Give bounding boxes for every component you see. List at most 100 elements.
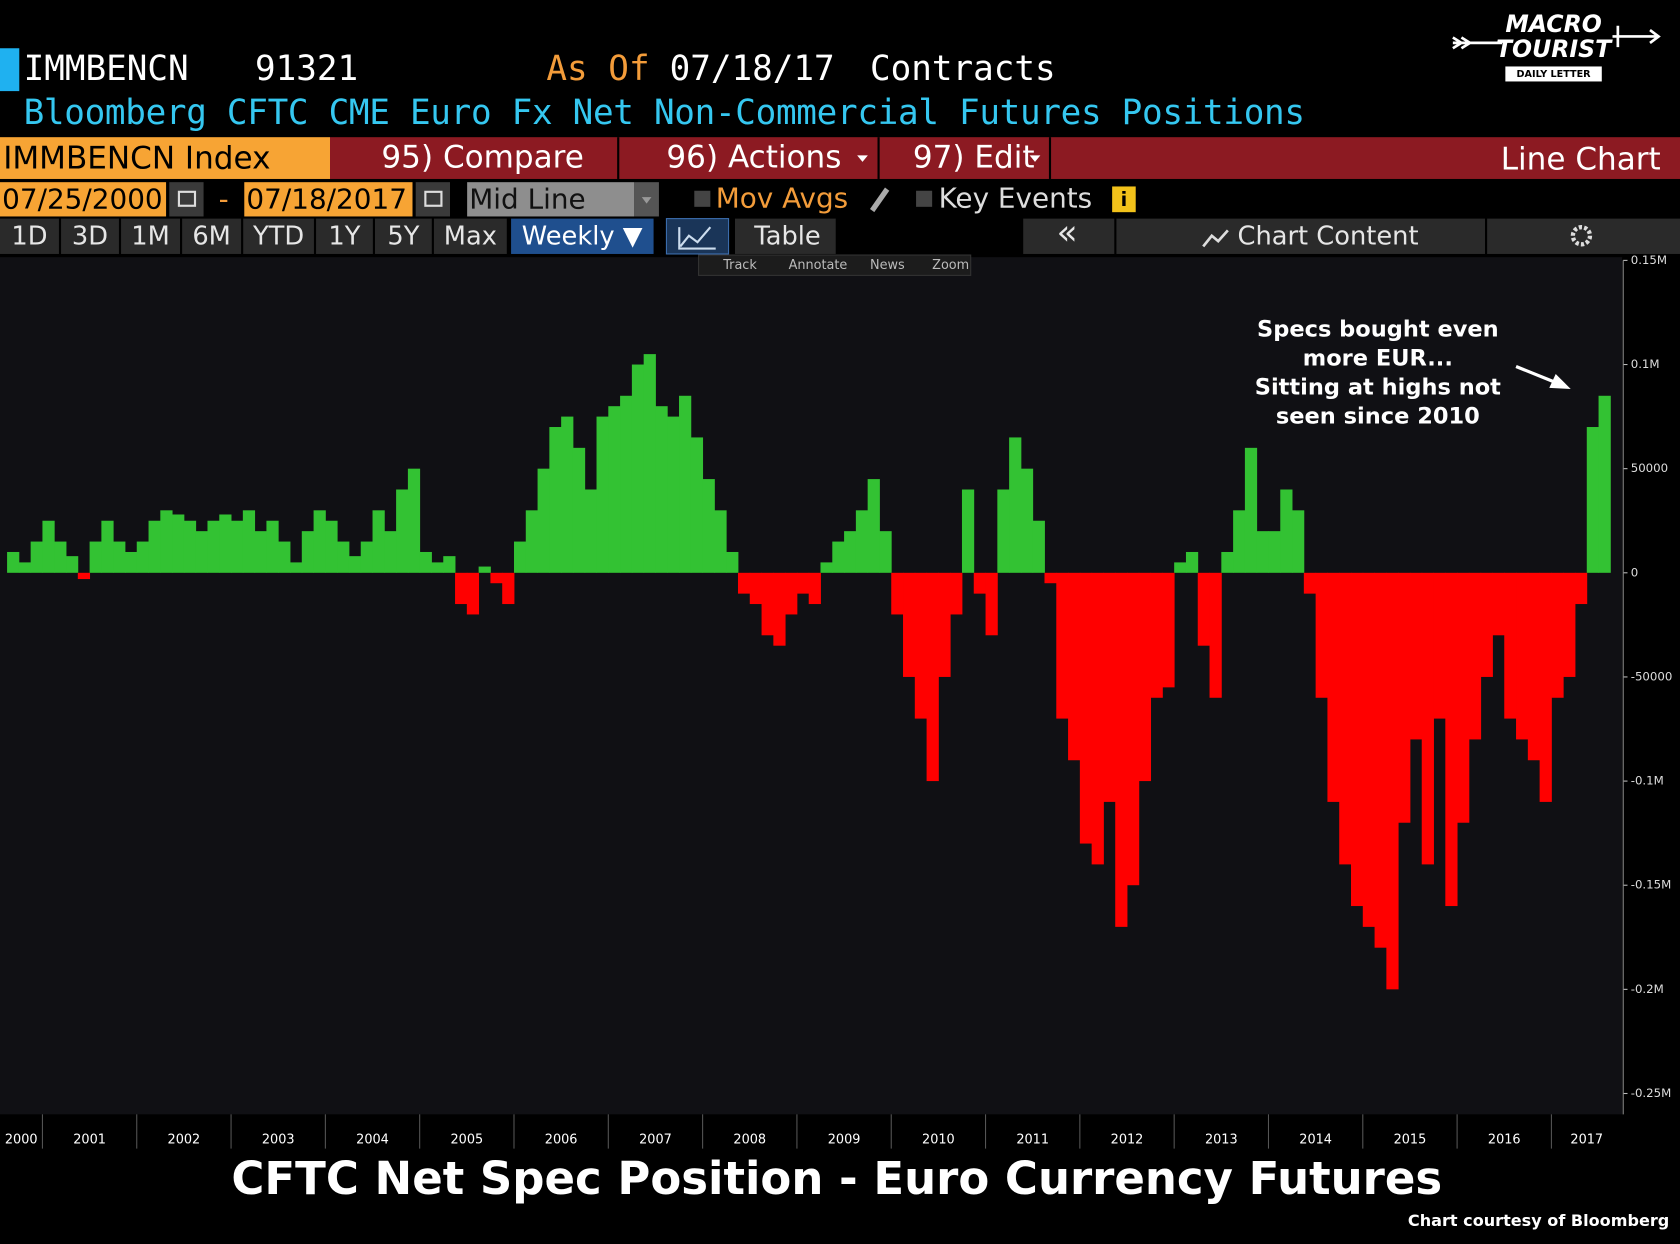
- bar: [30, 541, 43, 573]
- info-icon[interactable]: [1112, 186, 1136, 213]
- bar: [490, 572, 503, 584]
- range-label: 1Y: [328, 221, 360, 251]
- bar: [136, 541, 149, 573]
- tool[interactable]: News: [870, 258, 905, 273]
- bar: [1480, 572, 1493, 677]
- bar: [1551, 572, 1564, 698]
- x-tick-label: 2014: [1299, 1133, 1332, 1148]
- tool[interactable]: Zoom: [932, 258, 969, 273]
- bar: [690, 437, 704, 573]
- security-box[interactable]: [0, 137, 330, 179]
- x-tick-label: 2005: [450, 1133, 483, 1148]
- bar: [844, 531, 857, 573]
- range-button[interactable]: [121, 218, 180, 254]
- end-date-box[interactable]: [244, 182, 413, 217]
- logo-line1: MACRO: [1505, 10, 1601, 38]
- gear-icon: [1570, 225, 1593, 247]
- chart-content-button[interactable]: [1116, 218, 1485, 254]
- y-tick-label: -0.15M: [1631, 878, 1672, 892]
- back: «: [1057, 213, 1078, 253]
- bar: [655, 406, 668, 573]
- range-button[interactable]: [0, 218, 59, 254]
- tool[interactable]: Annotate: [789, 258, 848, 273]
- bar: [796, 572, 810, 594]
- bar: [1268, 531, 1281, 573]
- tool-strip: [698, 254, 972, 276]
- bar: [384, 531, 397, 573]
- bar: [360, 541, 373, 573]
- bar: [1103, 572, 1116, 802]
- bar: [1009, 437, 1022, 573]
- bar: [1516, 572, 1529, 740]
- table-button[interactable]: [735, 218, 836, 254]
- bar: [42, 520, 55, 573]
- back-button[interactable]: [1023, 218, 1115, 254]
- bar: [18, 562, 32, 573]
- bar: [914, 572, 928, 719]
- checkbox[interactable]: [916, 190, 933, 207]
- date-separator: -: [219, 182, 229, 215]
- bar: [631, 364, 645, 573]
- chart-content: Chart Content: [1238, 221, 1419, 251]
- bar: [431, 562, 444, 573]
- y-tick-label: 50000: [1631, 461, 1668, 475]
- bar: [702, 479, 715, 573]
- menu-actions[interactable]: 96) Actions: [666, 140, 841, 176]
- y-tick-label: 0.1M: [1631, 357, 1660, 371]
- bar: [950, 572, 963, 615]
- range-button[interactable]: [61, 218, 119, 254]
- bar: [726, 551, 739, 573]
- tagline-box: [1505, 66, 1602, 82]
- range-button[interactable]: [243, 218, 314, 254]
- bar: [1079, 572, 1093, 844]
- bar: [1197, 572, 1210, 646]
- bar: [584, 489, 597, 573]
- start-date-box[interactable]: [0, 182, 167, 217]
- bar: [1468, 572, 1482, 740]
- range-label: 6M: [192, 221, 231, 251]
- chart-title: CFTC Net Spec Position - Euro Currency F…: [231, 1152, 1442, 1205]
- bar: [1221, 551, 1234, 573]
- frequency: Weekly ▼: [522, 221, 643, 251]
- bar: [1433, 572, 1446, 719]
- bar: [596, 416, 609, 573]
- bar: [973, 572, 986, 594]
- bar: [749, 572, 762, 605]
- menu-edit[interactable]: 97) Edit: [913, 140, 1035, 176]
- calendar-icon[interactable]: [415, 182, 450, 217]
- range-button[interactable]: [433, 218, 507, 254]
- bar: [737, 572, 751, 594]
- x-tick-label: 2000: [5, 1133, 38, 1148]
- bar: [195, 531, 208, 573]
- calendar-glyph: [424, 190, 443, 207]
- bar: [926, 572, 939, 782]
- checkbox[interactable]: [694, 190, 711, 207]
- tool[interactable]: Track: [722, 258, 757, 273]
- tools: Track Annotate News Zoom: [722, 258, 969, 273]
- description: Bloomberg CFTC CME Euro Fx Net Non-Comme…: [24, 93, 1305, 133]
- x-tick-label: 2016: [1488, 1133, 1521, 1148]
- bar: [1362, 572, 1376, 927]
- range-button[interactable]: [375, 218, 432, 254]
- bar: [1044, 572, 1057, 584]
- bar: [301, 531, 315, 573]
- bar: [785, 572, 798, 615]
- calendar-icon[interactable]: [169, 182, 204, 217]
- bar: [985, 572, 998, 636]
- bar: [620, 395, 633, 573]
- bar: [372, 510, 385, 573]
- line-mode-box[interactable]: [467, 182, 635, 217]
- bar: [1339, 572, 1352, 865]
- range-button[interactable]: [182, 218, 242, 254]
- bar: [407, 468, 421, 573]
- pencil-icon[interactable]: [870, 187, 890, 213]
- bar: [1115, 572, 1128, 927]
- menu-compare[interactable]: 95) Compare: [381, 140, 583, 176]
- bar: [1209, 572, 1222, 698]
- settings-button[interactable]: [1487, 218, 1680, 254]
- bar: [1091, 572, 1104, 865]
- chart-glyph: [678, 226, 716, 250]
- marker: [0, 48, 20, 92]
- frequency-button[interactable]: [511, 218, 654, 254]
- range-button[interactable]: [316, 218, 373, 254]
